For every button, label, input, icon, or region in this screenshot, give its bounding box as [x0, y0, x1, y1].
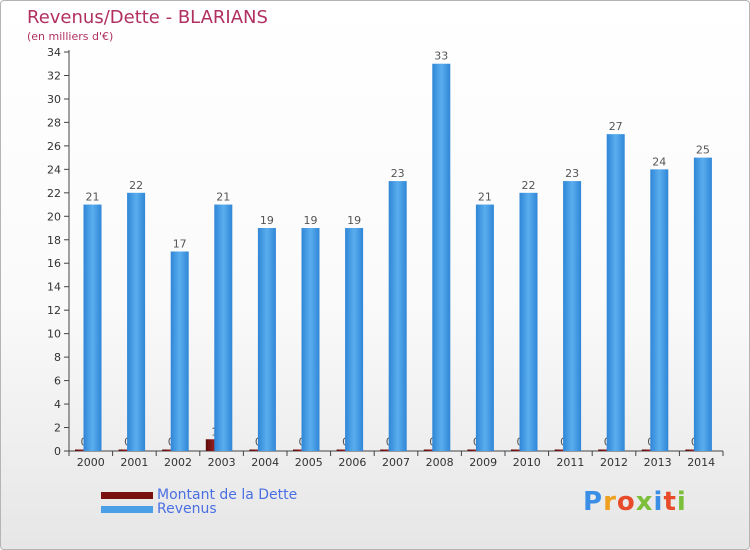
bar-revenus	[388, 181, 407, 451]
legend-label-dette: Montant de la Dette	[157, 487, 298, 503]
bar-revenus	[650, 169, 669, 451]
bar-revenus	[214, 204, 233, 451]
y-tick-label: 14	[47, 281, 61, 294]
x-tick-label: 2000	[77, 456, 105, 469]
y-tick-label: 24	[47, 163, 61, 176]
logo-letter: r	[603, 487, 617, 517]
bar-revenus	[83, 204, 102, 451]
y-tick-label: 2	[54, 422, 61, 435]
data-label-revenus: 19	[347, 214, 361, 227]
bar-revenus	[432, 63, 451, 452]
y-tick-label: 22	[47, 187, 61, 200]
legend-item-dette: Montant de la Dette	[101, 487, 297, 503]
data-label-revenus: 23	[391, 167, 405, 180]
y-tick-label: 6	[54, 375, 61, 388]
x-tick-label: 2008	[426, 456, 454, 469]
data-label-revenus: 22	[522, 179, 536, 192]
y-tick-label: 30	[47, 93, 61, 106]
y-tick-label: 26	[47, 140, 61, 153]
y-tick-label: 12	[47, 304, 61, 317]
y-tick-label: 8	[54, 351, 61, 364]
y-tick-label: 34	[47, 46, 61, 59]
data-label-revenus: 25	[696, 144, 710, 157]
bar-revenus	[127, 192, 146, 451]
bar-revenus	[606, 134, 625, 451]
data-label-revenus: 22	[129, 179, 143, 192]
data-label-revenus: 19	[304, 214, 318, 227]
legend-swatch-dette	[101, 491, 153, 499]
data-label-revenus: 27	[609, 120, 623, 133]
y-tick-label: 32	[47, 69, 61, 82]
logo-letter: o	[616, 487, 636, 517]
logo-letter: x	[635, 487, 654, 517]
chart-subtitle: (en milliers d'€)	[27, 30, 114, 43]
x-tick-label: 2004	[251, 456, 279, 469]
proxiti-logo: Proxiti	[583, 487, 687, 517]
logo-letter: i	[653, 487, 664, 517]
logo-letter: i	[676, 487, 687, 517]
x-tick-label: 2002	[164, 456, 192, 469]
x-tick-label: 2013	[644, 456, 672, 469]
bar-revenus	[257, 228, 276, 451]
x-tick-label: 2003	[208, 456, 236, 469]
x-tick-label: 2001	[120, 456, 148, 469]
legend-swatch-revenus	[101, 505, 153, 513]
bar-revenus	[693, 157, 712, 451]
data-label-revenus: 21	[86, 191, 100, 204]
logo-letter: P	[583, 487, 604, 517]
bar-revenus	[301, 228, 320, 451]
x-tick-label: 2006	[338, 456, 366, 469]
y-tick-label: 28	[47, 116, 61, 129]
data-label-revenus: 23	[565, 167, 579, 180]
x-tick-label: 2010	[513, 456, 541, 469]
legend-item-revenus: Revenus	[101, 501, 217, 517]
x-tick-label: 2012	[600, 456, 628, 469]
bar-revenus	[519, 192, 538, 451]
y-tick-label: 10	[47, 328, 61, 341]
y-tick-label: 16	[47, 257, 61, 270]
y-tick-label: 4	[54, 398, 61, 411]
y-tick-label: 18	[47, 234, 61, 247]
data-label-revenus: 24	[652, 155, 666, 168]
bar-revenus	[170, 251, 189, 451]
x-tick-label: 2009	[469, 456, 497, 469]
x-tick-label: 2005	[295, 456, 323, 469]
y-tick-label: 0	[54, 445, 61, 458]
data-label-revenus: 21	[478, 191, 492, 204]
x-tick-label: 2014	[687, 456, 715, 469]
chart-title: Revenus/Dette - BLARIANS	[27, 7, 268, 28]
legend-label-revenus: Revenus	[157, 501, 217, 517]
bar-revenus	[345, 228, 364, 451]
x-tick-label: 2011	[556, 456, 584, 469]
x-tick-label: 2007	[382, 456, 410, 469]
y-tick-label: 20	[47, 210, 61, 223]
bar-revenus	[475, 204, 494, 451]
data-label-revenus: 21	[216, 191, 230, 204]
data-label-revenus: 19	[260, 214, 274, 227]
bar-revenus	[563, 181, 582, 451]
data-label-revenus: 33	[434, 50, 448, 63]
logo-letter: t	[663, 487, 677, 517]
data-label-revenus: 17	[173, 238, 187, 251]
